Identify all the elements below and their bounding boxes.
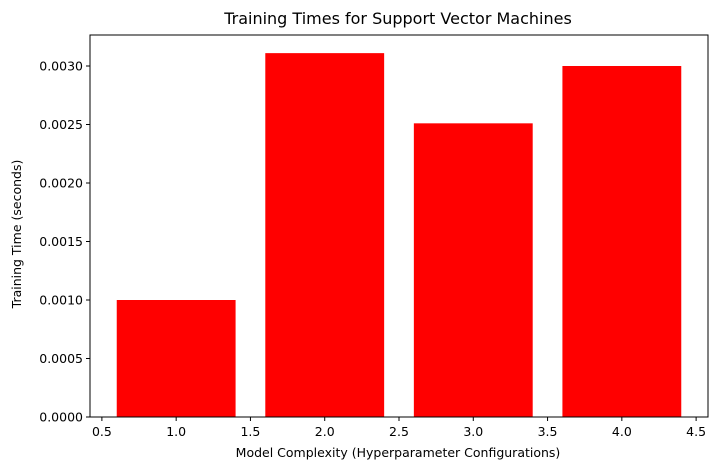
y-tick-label: 0.0005 <box>39 351 83 366</box>
y-tick-label: 0.0025 <box>39 117 83 132</box>
x-axis-ticks: 0.5 1.0 1.5 2.0 2.5 3.0 3.5 4.0 4.5 <box>92 417 706 439</box>
x-tick-label: 4.5 <box>686 424 706 439</box>
y-axis-label: Training Time (seconds) <box>9 160 24 310</box>
x-tick-label: 0.5 <box>92 424 112 439</box>
x-axis-label: Model Complexity (Hyperparameter Configu… <box>236 445 561 460</box>
y-axis-ticks: 0.0000 0.0005 0.0010 0.0015 0.0020 0.0025 0.00… <box>39 59 90 425</box>
bar-3 <box>413 123 533 417</box>
x-tick-label: 3.5 <box>538 424 558 439</box>
x-tick-label: 2.0 <box>315 424 335 439</box>
x-tick-label: 4.0 <box>612 424 632 439</box>
y-tick-label: 0.0020 <box>39 176 83 191</box>
chart-title: Training Times for Support Vector Machin… <box>223 9 572 28</box>
x-tick-label: 2.5 <box>389 424 409 439</box>
x-tick-label: 3.0 <box>463 424 483 439</box>
x-tick-label: 1.0 <box>166 424 186 439</box>
y-tick-label: 0.0015 <box>39 234 83 249</box>
y-tick-label: 0.0030 <box>39 59 83 74</box>
plot-frame <box>89 34 709 418</box>
x-tick-label: 1.5 <box>240 424 260 439</box>
y-tick-label: 0.0010 <box>39 293 83 308</box>
bar-1 <box>116 300 236 417</box>
bars-group <box>116 53 682 418</box>
bar-2 <box>265 53 385 417</box>
y-tick-label: 0.0000 <box>39 410 83 425</box>
bar-4 <box>562 66 682 418</box>
